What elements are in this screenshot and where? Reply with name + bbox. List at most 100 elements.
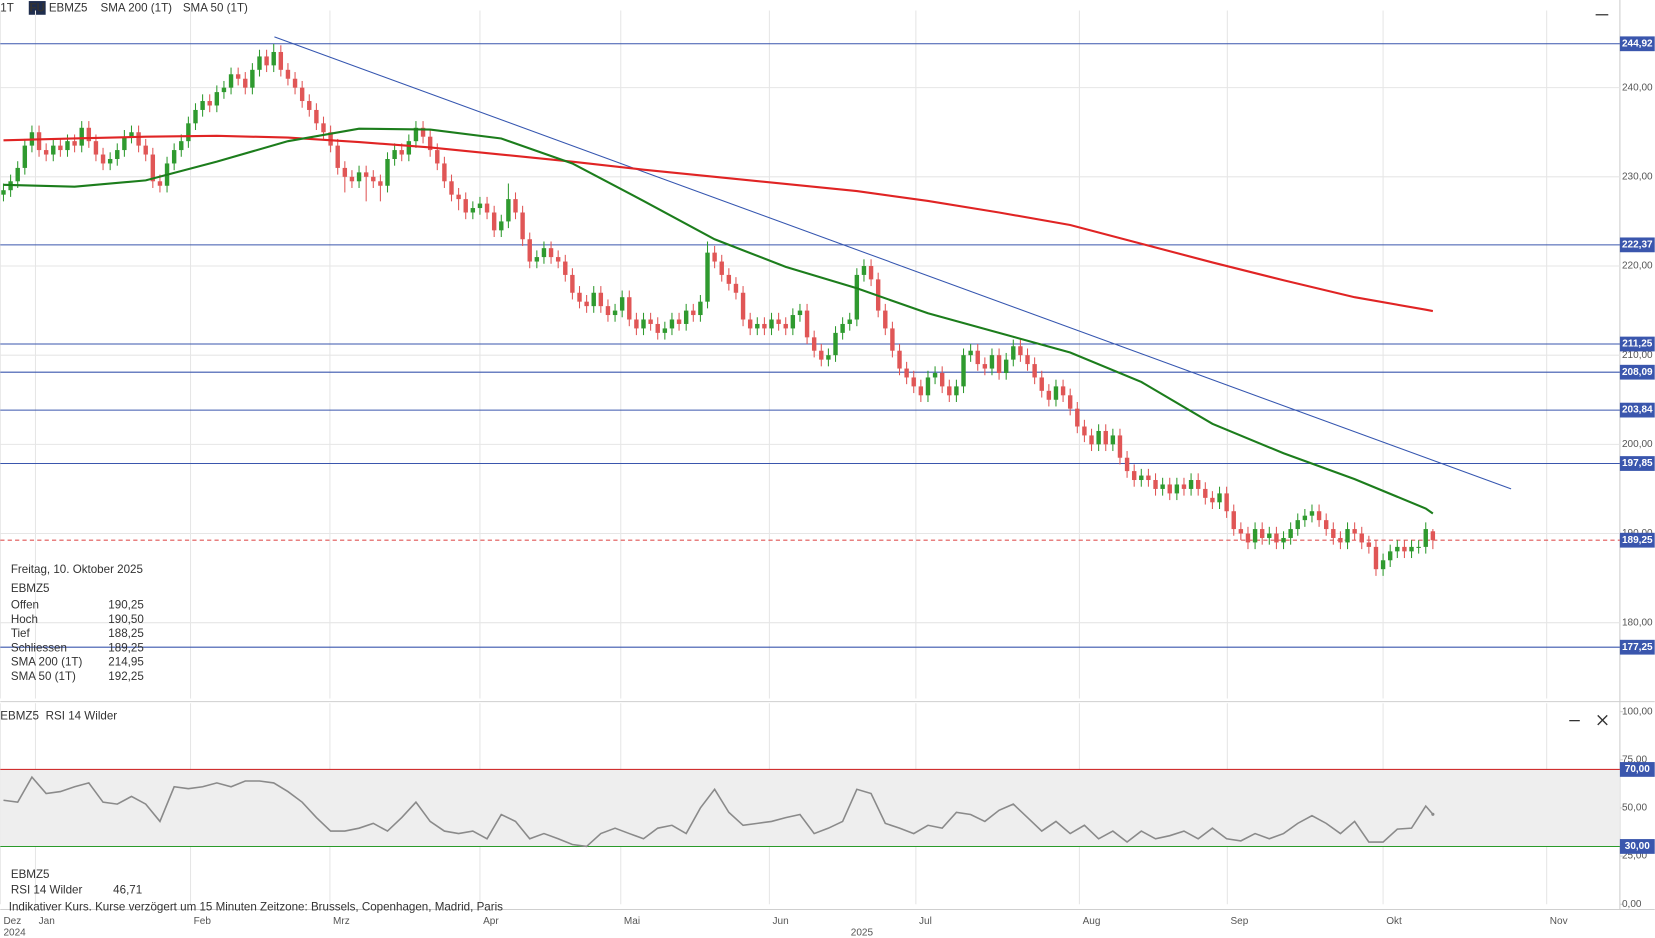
candle-body [1174,484,1180,494]
rsi-symbol: EBMZ5 [0,709,39,722]
candle-body [648,319,653,324]
rsi-info-symbol: EBMZ5 [11,868,50,881]
y-tick-label: 50,00 [1622,803,1647,814]
candle-body [93,141,99,155]
level-label-bg [1619,36,1655,52]
rsi-name: RSI 14 Wilder [46,709,118,722]
x-tick-label: Jun [773,916,789,927]
candle-body [1025,355,1030,365]
candle-body [1316,511,1322,521]
candle-body [1345,529,1350,543]
candle-body [427,136,433,151]
level-label: 70,00 [1625,764,1650,775]
candle-body [968,350,973,356]
candle-body [1032,364,1037,378]
candle-body [285,69,291,79]
candle-body [1274,533,1279,543]
candle-body [755,323,760,329]
candle-body [179,141,184,151]
candle-body [36,132,42,151]
candle-body [1366,542,1372,547]
candle-body [335,145,340,168]
candle-body [826,355,831,360]
candle-body [1238,529,1244,534]
candle-body [591,292,596,307]
candle-body [214,92,220,106]
x-tick-label: Nov [1550,916,1568,927]
candle-body [520,212,525,240]
candle-body [612,310,618,316]
candle-body [1153,480,1158,489]
trendline [274,36,1512,490]
legend-entry: SMA 50 (1T) [183,2,248,15]
candle-body [989,355,995,369]
candle-body [143,145,148,155]
candle-body [1288,529,1293,538]
candle-body [676,319,682,324]
candle-body [733,283,739,293]
sma-line [3,127,1434,515]
candle-body [1082,426,1087,436]
candle-body [847,319,852,324]
level-label: 244,92 [1622,38,1653,49]
candle-body [442,163,447,182]
candle-body [1331,529,1336,538]
candle-body [186,123,191,142]
candle-body [136,132,141,146]
candle-body [1011,346,1016,360]
info-symbol: EBMZ5 [11,582,50,595]
candle-body [1409,546,1414,552]
candle-body [264,56,269,66]
x-tick-label: Feb [194,916,212,927]
level-label-bg [1619,402,1655,418]
y-tick-label: 230,00 [1622,171,1653,182]
candle-body [79,127,84,146]
candle-body [307,101,312,110]
candle-body [100,154,106,164]
candle-body [122,136,127,151]
candle-body [584,301,589,307]
candle-body [1003,359,1009,374]
candle-body [982,364,988,369]
candle-body [221,87,227,93]
candle-body [58,145,63,151]
y-tick-label: 200,00 [1622,439,1653,450]
candle-body [897,350,902,369]
candle-body [747,319,753,329]
candle-body [1181,484,1187,489]
candle-body [1373,546,1379,570]
candle-body [1380,560,1386,570]
candle-body [257,56,262,70]
x-tick-label: Dez [3,916,21,927]
candle-body [1124,457,1130,472]
info-date: Freitag, 10. Oktober 2025 [11,563,143,576]
candle-body [463,199,468,213]
candle-body [698,301,703,316]
candle-body [975,350,980,365]
candle-body [719,261,724,275]
candle-body [1203,488,1208,498]
level-label-bg [1619,364,1655,380]
candle-body [1295,520,1300,530]
candle-body [833,332,838,356]
candle-body [776,319,781,324]
candle-body [1309,511,1315,516]
candle-body [570,274,575,293]
level-label-bg [1619,237,1655,253]
candle-body [413,127,419,142]
level-label-bg [1619,532,1655,548]
close-button[interactable] [1597,714,1608,726]
level-label-bg [1619,456,1655,471]
candle-body [484,203,490,213]
level-label: 208,09 [1622,367,1653,378]
candle-body [129,132,134,137]
candle-body [1188,480,1194,489]
candle-body [790,315,796,329]
candle-body [541,248,547,258]
candle-body [499,221,504,231]
candle-body [925,377,931,396]
info-label: SMA 50 (1T) [11,670,76,683]
candle-body [65,141,70,151]
candle-body [115,150,120,159]
level-label: 30,00 [1625,841,1650,852]
